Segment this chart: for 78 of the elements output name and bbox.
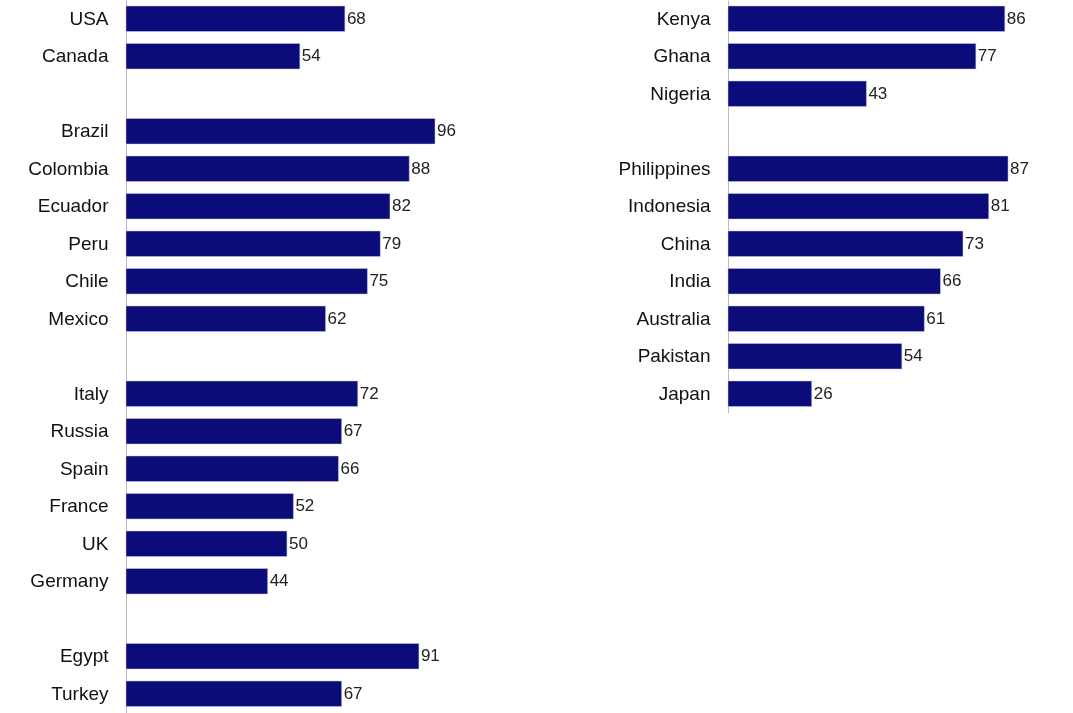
y-tick-label: USA bbox=[69, 7, 109, 29]
y-tick-label: Philippines bbox=[618, 157, 711, 179]
data-label: 50 bbox=[288, 533, 308, 553]
y-tick-label: Kenya bbox=[656, 7, 711, 29]
y-tick-label: Pakistan bbox=[637, 345, 711, 367]
y-tick-label: Spain bbox=[59, 457, 109, 479]
data-label: 81 bbox=[990, 196, 1010, 216]
bar bbox=[727, 80, 867, 107]
bar bbox=[125, 305, 326, 332]
bar bbox=[727, 343, 903, 370]
bar bbox=[727, 230, 964, 257]
y-tick-label: Turkey bbox=[51, 682, 109, 704]
y-tick-label: India bbox=[669, 270, 711, 292]
data-label: 43 bbox=[868, 83, 888, 103]
y-tick-label: Colombia bbox=[28, 157, 109, 179]
bar bbox=[125, 43, 301, 70]
bar bbox=[125, 530, 288, 557]
data-label: 61 bbox=[926, 308, 946, 328]
data-label: 73 bbox=[964, 233, 984, 253]
data-label: 68 bbox=[346, 8, 366, 28]
data-label: 66 bbox=[340, 458, 360, 478]
data-label: 87 bbox=[1010, 158, 1029, 178]
bar bbox=[727, 155, 1009, 182]
y-tick-label: Egypt bbox=[59, 645, 110, 667]
data-label: 52 bbox=[295, 496, 315, 516]
data-label: 77 bbox=[977, 46, 997, 66]
y-tick-label: Ghana bbox=[653, 45, 711, 67]
data-label: 86 bbox=[1006, 8, 1026, 28]
y-tick-label: China bbox=[660, 232, 711, 254]
data-label: 79 bbox=[382, 233, 402, 253]
bar bbox=[727, 305, 925, 332]
y-tick-label: UK bbox=[82, 532, 109, 554]
data-label: 91 bbox=[420, 646, 440, 666]
bar bbox=[125, 455, 339, 482]
data-label: 67 bbox=[343, 683, 363, 703]
bar bbox=[125, 268, 368, 295]
data-label: 54 bbox=[301, 46, 321, 66]
bar bbox=[125, 230, 381, 257]
bar bbox=[125, 493, 294, 520]
y-tick-label: Italy bbox=[73, 382, 109, 404]
y-tick-label: Australia bbox=[636, 307, 711, 329]
bar bbox=[125, 680, 342, 707]
y-tick-label: Brazil bbox=[60, 120, 109, 142]
data-label: 67 bbox=[343, 421, 363, 441]
data-label: 96 bbox=[437, 121, 456, 141]
y-tick-label: Indonesia bbox=[628, 195, 711, 217]
y-tick-label: Japan bbox=[658, 382, 711, 404]
data-label: 82 bbox=[391, 196, 411, 216]
bar bbox=[727, 268, 941, 295]
data-label: 44 bbox=[269, 571, 289, 591]
data-label: 88 bbox=[411, 158, 431, 178]
bar bbox=[125, 418, 342, 445]
data-label: 54 bbox=[903, 346, 923, 366]
bar bbox=[727, 193, 989, 220]
y-tick-label: Canada bbox=[41, 45, 109, 67]
y-tick-label: Nigeria bbox=[650, 82, 711, 104]
y-tick-label: Mexico bbox=[48, 307, 109, 329]
y-tick-label: Germany bbox=[30, 570, 109, 592]
data-label: 75 bbox=[369, 271, 389, 291]
y-tick-label: Russia bbox=[50, 420, 109, 442]
bar bbox=[125, 380, 358, 407]
bar bbox=[727, 380, 812, 407]
bar bbox=[125, 118, 436, 145]
bar bbox=[125, 568, 268, 595]
data-label: 62 bbox=[327, 308, 347, 328]
y-tick-label: Ecuador bbox=[37, 195, 110, 217]
bar bbox=[727, 43, 977, 70]
data-label: 72 bbox=[359, 383, 379, 403]
y-tick-label: Chile bbox=[65, 270, 109, 292]
bar bbox=[125, 193, 391, 220]
bar bbox=[125, 5, 346, 32]
data-label: 66 bbox=[942, 271, 962, 291]
y-tick-label: Peru bbox=[68, 232, 109, 254]
bar bbox=[125, 155, 410, 182]
data-label: 26 bbox=[813, 383, 833, 403]
y-tick-label: France bbox=[49, 495, 109, 517]
bar bbox=[125, 643, 420, 670]
bar bbox=[727, 5, 1006, 32]
